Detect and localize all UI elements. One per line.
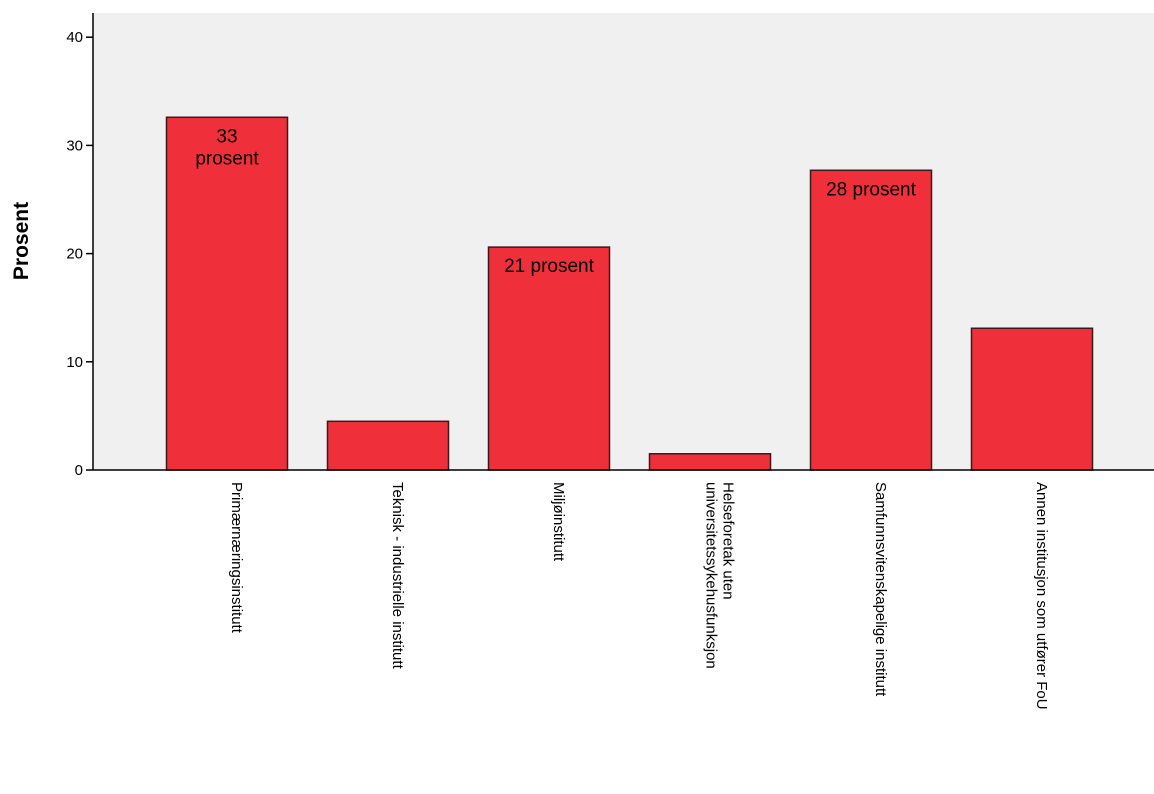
bar — [165, 116, 289, 471]
bars — [165, 116, 1094, 471]
data-label: 28 prosent — [826, 179, 917, 200]
category-labels: Primærnæringsinstitutt Teknisk - industri… — [228, 482, 1050, 710]
bar — [970, 327, 1094, 471]
category-label: Miljøinstitutt — [550, 482, 567, 562]
bar — [326, 420, 450, 471]
category-label: Teknisk - industrielle institutt — [389, 482, 406, 670]
bar — [809, 169, 933, 471]
bar — [487, 246, 611, 471]
y-tick-label: 10 — [66, 354, 83, 371]
category-label: Annen institusjon som utfører FoU — [1033, 482, 1050, 710]
y-tick-label: 0 — [75, 462, 83, 479]
y-tick-label: 20 — [66, 246, 83, 263]
category-label: Helseforetak uten — [720, 482, 737, 600]
category-label: universitetssykehusfunksjon — [703, 482, 720, 669]
data-label: prosent — [195, 148, 259, 169]
data-label: 33 — [216, 126, 237, 147]
bar — [648, 453, 772, 471]
y-tick-label: 30 — [66, 137, 83, 154]
y-tick-label: 40 — [66, 29, 83, 46]
data-label: 21 prosent — [504, 256, 595, 277]
category-label: Primærnæringsinstitutt — [228, 482, 245, 634]
category-label: Samfunnsvitenskapelige institutt — [872, 482, 889, 697]
y-axis-ticks: 0 10 20 30 40 — [66, 29, 93, 479]
y-axis-title: Prosent — [10, 202, 33, 280]
